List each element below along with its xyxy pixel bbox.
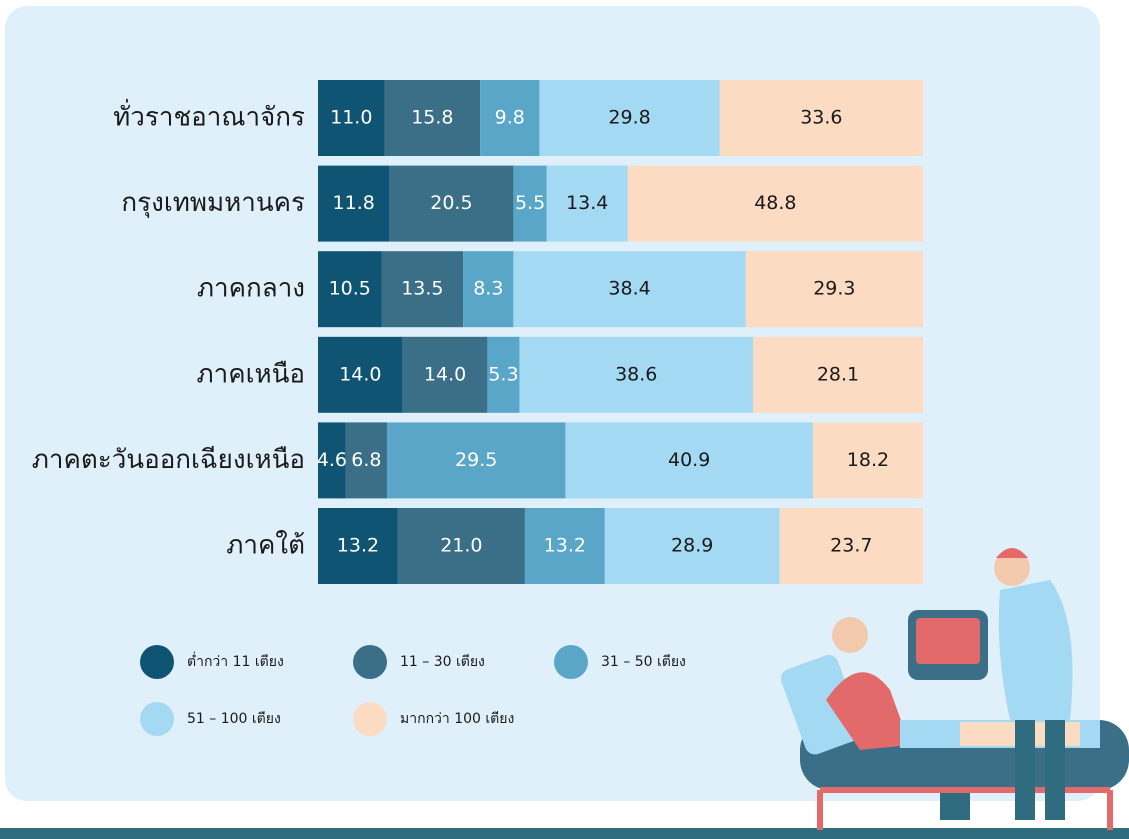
value-label: 10.5	[329, 278, 371, 300]
doctor-leg	[1045, 720, 1065, 820]
value-label: 14.0	[339, 363, 381, 385]
legend-swatch	[353, 645, 387, 679]
value-label: 11.0	[330, 107, 372, 129]
footer-strip	[0, 828, 1129, 839]
value-label: 38.6	[615, 363, 657, 385]
category-label: กรุงเทพมหานคร	[121, 188, 305, 218]
legend-label: 31 – 50 เตียง	[601, 654, 686, 670]
value-label: 20.5	[430, 192, 472, 214]
value-label: 11.8	[333, 192, 375, 214]
value-label: 29.5	[455, 449, 497, 471]
legend-label: 51 – 100 เตียง	[187, 711, 281, 727]
legend-swatch	[140, 645, 174, 679]
value-label: 29.3	[813, 278, 855, 300]
value-label: 28.9	[671, 535, 713, 557]
value-label: 13.4	[566, 192, 608, 214]
value-label: 13.2	[337, 535, 379, 557]
category-label: ทั่วราชอาณาจักร	[113, 99, 305, 133]
category-label: ภาคใต้	[226, 531, 305, 561]
value-label: 14.0	[424, 363, 466, 385]
value-label: 13.2	[544, 535, 586, 557]
legend-label: 11 – 30 เตียง	[400, 654, 485, 670]
value-label: 6.8	[351, 449, 381, 471]
legend-label: ต่ำกว่า 11 เตียง	[187, 652, 284, 670]
value-label: 21.0	[440, 535, 482, 557]
value-label: 33.6	[800, 107, 842, 129]
page: {"chart_data": {"type": "stacked_bar_hor…	[0, 0, 1129, 839]
value-label: 38.4	[608, 278, 650, 300]
monitor-screen	[916, 618, 980, 664]
value-label: 5.5	[515, 192, 545, 214]
value-label: 40.9	[668, 449, 710, 471]
value-label: 28.1	[817, 363, 859, 385]
value-label: 13.5	[401, 278, 443, 300]
value-label: 48.8	[754, 192, 796, 214]
legend-swatch	[554, 645, 588, 679]
value-label: 18.2	[847, 449, 889, 471]
value-label: 29.8	[608, 107, 650, 129]
value-label: 4.6	[317, 449, 347, 471]
legend-label: มากกว่า 100 เตียง	[400, 711, 514, 727]
chart: ทั่วราชอาณาจักร 11.0 15.8 9.8 29.8 33.6 กรุงเท…	[0, 0, 1129, 839]
doctor-coat	[999, 580, 1073, 720]
category-label: ภาคกลาง	[197, 274, 305, 304]
doctor-leg	[1015, 720, 1035, 820]
category-label: ภาคเหนือ	[196, 359, 305, 389]
value-label: 5.3	[488, 363, 518, 385]
category-label: ภาคตะวันออกเฉียงเหนือ	[32, 445, 305, 475]
legend-swatch	[140, 702, 174, 736]
value-label: 15.8	[411, 107, 453, 129]
value-label: 9.8	[495, 107, 525, 129]
patient-head	[832, 617, 868, 653]
value-label: 23.7	[830, 535, 872, 557]
value-label: 8.3	[473, 278, 503, 300]
legend-swatch	[353, 702, 387, 736]
